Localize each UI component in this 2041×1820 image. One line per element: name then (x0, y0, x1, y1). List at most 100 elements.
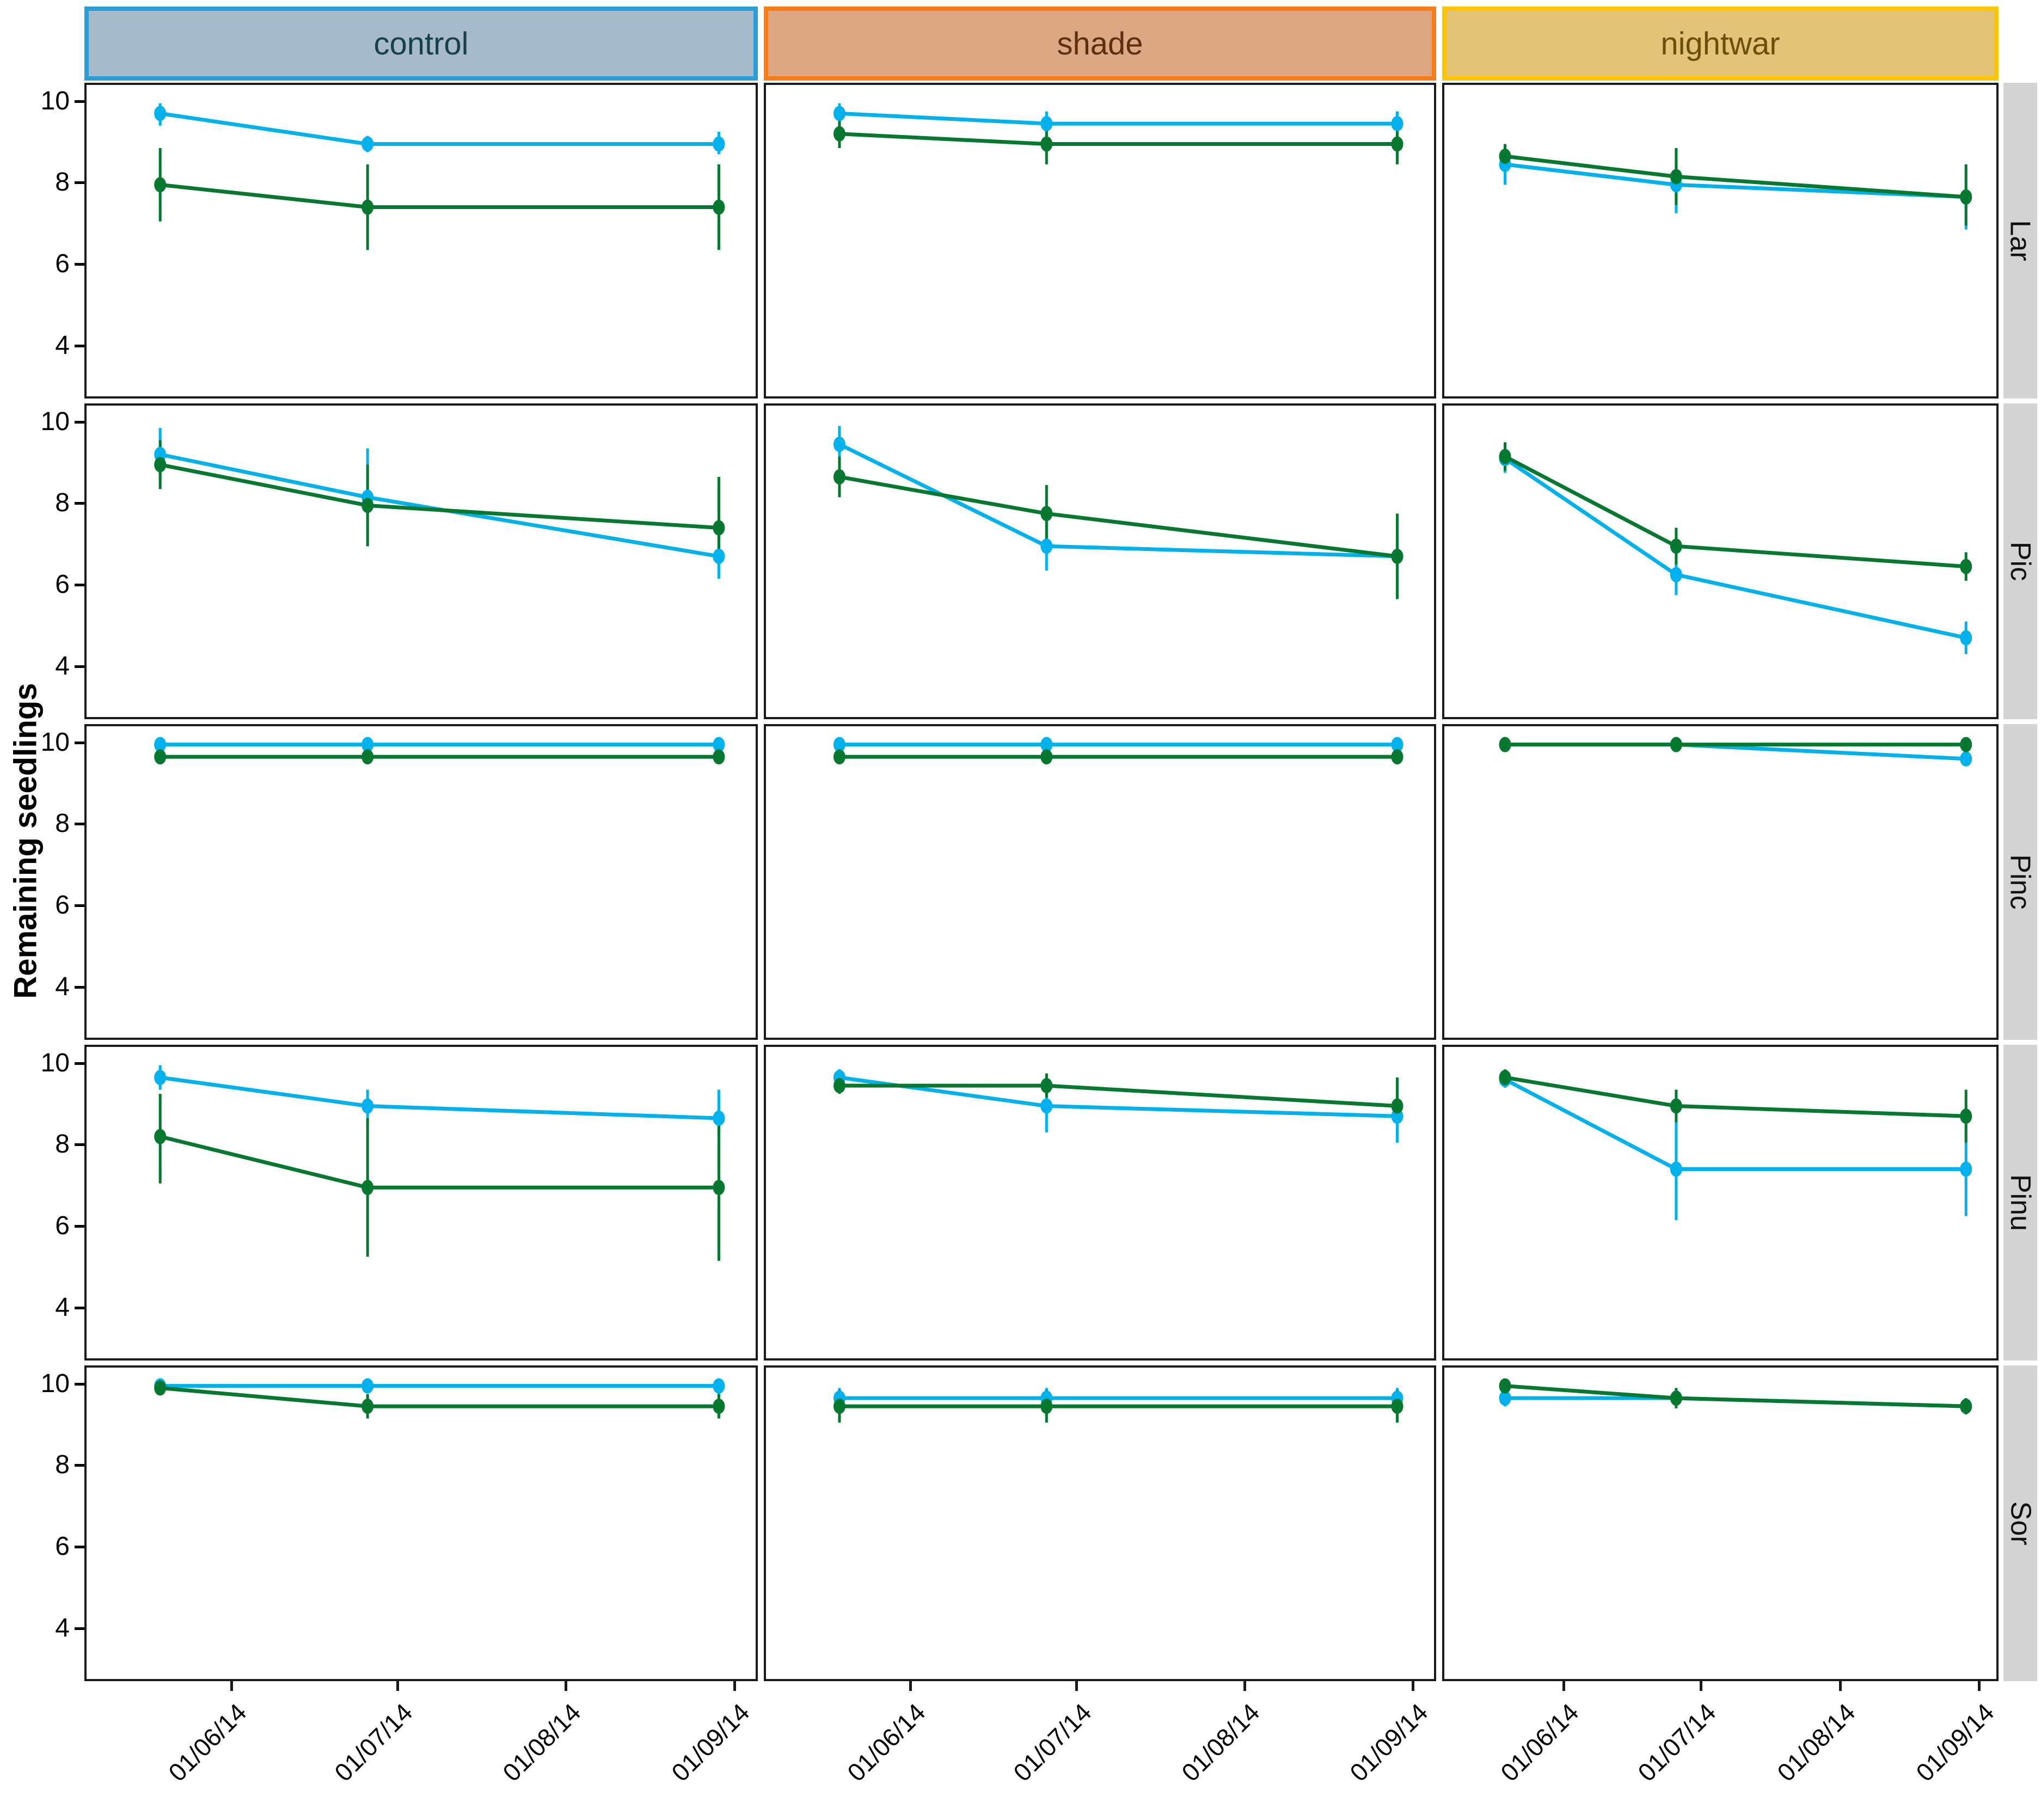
y-tick-mark (75, 1627, 84, 1630)
x-tick-mark (1411, 1681, 1414, 1691)
y-tick-mark (75, 344, 84, 347)
y-tick-mark (75, 584, 84, 587)
y-tick-mark (75, 904, 84, 908)
facet-strip-pinc: Pinc (2003, 724, 2037, 1040)
y-tick-mark (75, 181, 84, 185)
y-tick-label: 6 (55, 570, 70, 599)
facet-panel-sor-nightwar (1442, 1365, 1999, 1681)
facet-panel-pinu-shade (764, 1045, 1436, 1361)
facet-strip-control-label: control (373, 26, 469, 62)
x-tick-mark (1700, 1681, 1703, 1691)
y-tick-label: 4 (55, 1292, 70, 1322)
facet-plot-Pinc-shade (833, 737, 1403, 765)
y-tick-label: 4 (55, 972, 70, 1001)
facet-panel-pic-shade (764, 403, 1436, 719)
facet-panel-lar-control (84, 83, 758, 399)
y-tick-mark (75, 1546, 84, 1549)
y-tick-label: 8 (55, 1130, 70, 1159)
facet-panel-pinc-control (84, 724, 758, 1040)
facet-strip-sor: Sor (2003, 1365, 2037, 1681)
facet-plot-Lar-nightwar (1499, 144, 1972, 230)
y-tick-mark (75, 1143, 84, 1147)
y-tick-mark (75, 741, 84, 744)
y-tick-mark (75, 1306, 84, 1309)
facet-panel-pic-nightwar (1442, 403, 1999, 719)
facet-panel-lar-nightwar (1442, 83, 1999, 399)
facet-plot-Pinu-control (154, 1065, 725, 1261)
facet-strip-control: control (84, 7, 758, 81)
x-tick-mark (1978, 1681, 1981, 1691)
facet-panel-pinu-control (84, 1045, 758, 1361)
facet-panel-lar-shade (764, 83, 1436, 399)
y-tick-label: 10 (40, 1369, 70, 1398)
y-tick-label: 10 (40, 1048, 70, 1077)
y-tick-label: 10 (40, 86, 70, 115)
facet-panel-sor-shade (764, 1365, 1436, 1681)
facet-plot-Pinc-control (154, 737, 725, 765)
facet-plot-Sor-shade (833, 1388, 1403, 1423)
facet-strip-pinu-label: Pinu (2005, 1174, 2037, 1231)
facet-plot-Lar-control (154, 103, 725, 250)
facet-plot-Pic-control (154, 428, 725, 579)
x-tick-mark (733, 1681, 736, 1691)
y-tick-mark (75, 1062, 84, 1065)
x-tick-mark (909, 1681, 912, 1691)
y-tick-label: 6 (55, 891, 70, 920)
y-tick-mark (75, 263, 84, 266)
facet-plot-Pinu-shade (833, 1069, 1403, 1143)
y-tick-label: 4 (55, 1613, 70, 1643)
y-tick-label: 4 (55, 651, 70, 681)
y-tick-mark (75, 1225, 84, 1228)
facet-panel-pinc-nightwar (1442, 724, 1999, 1040)
y-tick-label: 8 (55, 1450, 70, 1480)
y-tick-label: 4 (55, 330, 70, 360)
x-tick-mark (1838, 1681, 1842, 1691)
facet-strip-pic: Pic (2003, 403, 2037, 719)
facet-strip-nightwar: nightwar (1442, 7, 1999, 81)
facet-panel-sor-control (84, 1365, 758, 1681)
y-tick-label: 6 (55, 1532, 70, 1561)
y-tick-mark (75, 502, 84, 505)
x-tick-mark (1562, 1681, 1565, 1691)
facet-plot-Pic-nightwar (1499, 442, 1972, 654)
y-tick-mark (75, 665, 84, 668)
y-tick-label: 10 (40, 727, 70, 757)
facet-strip-lar: Lar (2003, 83, 2037, 399)
facet-strip-lar-label: Lar (2005, 220, 2036, 261)
facet-strip-nightwar-label: nightwar (1660, 26, 1780, 62)
facet-strip-shade-label: shade (1057, 26, 1143, 62)
facet-plot-Sor-control (154, 1378, 725, 1419)
facet-plot-Lar-shade (833, 103, 1403, 164)
x-tick-mark (565, 1681, 568, 1691)
y-tick-mark (75, 985, 84, 989)
facet-grid (84, 83, 1999, 1681)
facet-panel-pic-control (84, 403, 758, 719)
facet-strip-pinc-label: Pinc (2005, 854, 2036, 910)
y-tick-mark (75, 420, 84, 424)
facet-panel-pinc-shade (764, 724, 1436, 1040)
facet-strip-sor-label: Sor (2005, 1501, 2037, 1546)
y-tick-label: 8 (55, 168, 70, 197)
y-tick-label: 8 (55, 809, 70, 838)
x-tick-mark (1075, 1681, 1078, 1691)
y-tick-mark (75, 823, 84, 826)
y-tick-label: 6 (55, 1211, 70, 1241)
y-tick-mark (75, 1464, 84, 1467)
y-tick-label: 10 (40, 407, 70, 436)
facet-strip-pic-label: Pic (2005, 541, 2036, 581)
facet-strip-shade: shade (764, 7, 1436, 81)
facet-plot-Pinc-nightwar (1499, 737, 1972, 767)
facet-strip-pinu: Pinu (2003, 1045, 2037, 1361)
facet-plot-Pic-shade (833, 426, 1403, 599)
y-tick-mark (75, 1382, 84, 1386)
y-tick-label: 8 (55, 488, 70, 518)
y-tick-mark (75, 100, 84, 103)
facet-plot-Pinu-nightwar (1499, 1069, 1972, 1221)
x-tick-mark (396, 1681, 400, 1691)
facet-plot-Sor-nightwar (1499, 1378, 1972, 1415)
x-tick-mark (1243, 1681, 1247, 1691)
x-tick-mark (230, 1681, 233, 1691)
facet-panel-pinu-nightwar (1442, 1045, 1999, 1361)
y-tick-label: 6 (55, 249, 70, 279)
